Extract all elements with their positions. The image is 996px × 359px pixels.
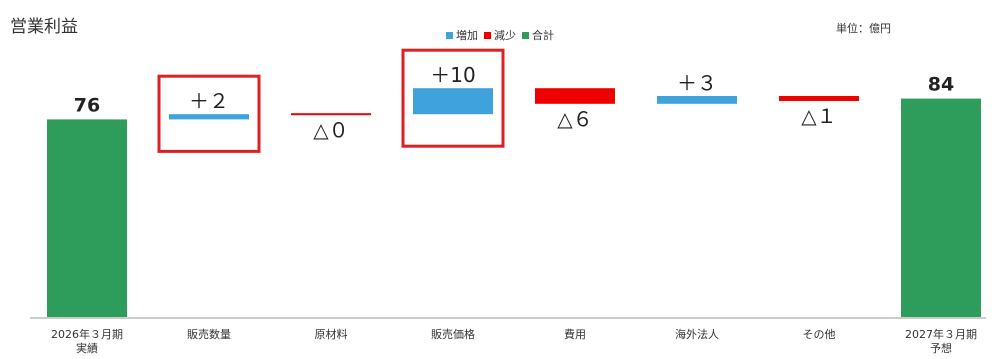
bar-4: [535, 88, 615, 104]
value-label-0: 76: [74, 94, 100, 116]
value-label-2: △０: [313, 118, 348, 142]
legend-label-total: 合計: [532, 29, 554, 42]
category-label-6: その他: [803, 328, 836, 341]
category-label-5: 海外法人: [675, 327, 719, 341]
legend-label-decrease: 減少: [494, 29, 516, 42]
chart-title: 営業利益: [10, 17, 78, 37]
bar-6: [779, 96, 859, 101]
category-label-3: 販売価格: [431, 327, 475, 341]
value-label-6: △１: [801, 104, 836, 128]
legend-item-decrease: 減少: [484, 27, 516, 43]
category-label-7: 2027年３月期: [905, 327, 977, 341]
legend-label-increase: 増加: [456, 29, 478, 42]
value-label-1: ＋２: [189, 89, 229, 113]
bar-7: [901, 98, 981, 317]
legend-swatch-total: [522, 31, 529, 39]
unit-label: 単位：億円: [836, 22, 891, 35]
legend: 増加 減少 合計: [446, 27, 554, 43]
bar-0: [47, 119, 127, 318]
category-label-0-line2: 実績: [76, 341, 98, 355]
legend-swatch-increase: [446, 31, 453, 39]
highlight-box-3: [401, 48, 505, 148]
value-label-7: 84: [928, 74, 954, 96]
category-label-0: 2026年３月期: [51, 327, 123, 341]
legend-swatch-decrease: [484, 31, 491, 39]
value-label-3: ＋10: [430, 63, 475, 87]
category-label-1: 販売数量: [187, 328, 231, 341]
legend-item-total: 合計: [522, 27, 554, 43]
bar-1: [169, 114, 249, 120]
bar-2: [291, 113, 371, 116]
value-label-4: △６: [557, 107, 592, 131]
category-label-2: 原材料: [315, 327, 348, 341]
highlight-box-1: [157, 74, 261, 153]
legend-item-increase: 増加: [446, 27, 478, 43]
category-label-7-line2: 予想: [930, 341, 952, 355]
category-label-4: 費用: [564, 327, 586, 341]
bar-5: [657, 96, 737, 104]
bar-3: [413, 88, 493, 115]
value-label-5: ＋３: [677, 71, 717, 95]
